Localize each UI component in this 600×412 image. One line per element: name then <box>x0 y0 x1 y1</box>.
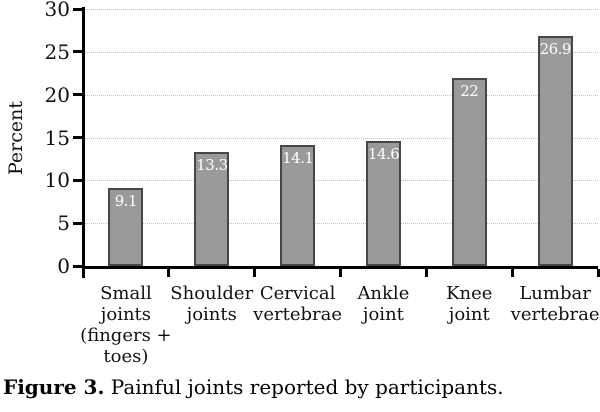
figure-caption-text: Painful joints reported by participants. <box>110 375 504 399</box>
y-tick-label: 0 <box>57 254 70 278</box>
bar-value-label: 9.1 <box>114 192 138 211</box>
y-tick-mark <box>73 136 83 139</box>
y-tick-mark <box>73 178 83 182</box>
bar: 14.6 <box>365 140 401 266</box>
gridline <box>85 51 598 53</box>
bar: 14.1 <box>280 145 316 266</box>
y-axis-line <box>82 7 85 278</box>
y-tick-mark <box>73 50 83 54</box>
x-tick-label: Cervical vertebrae <box>253 283 342 325</box>
y-axis-title: Percent <box>5 101 27 176</box>
y-tick-label: 25 <box>44 39 70 64</box>
y-tick-mark <box>73 264 83 268</box>
x-tick-mark <box>596 269 600 277</box>
y-tick-mark <box>73 93 83 97</box>
y-tick-label: 5 <box>57 211 70 236</box>
gridline <box>85 94 598 96</box>
x-tick-mark <box>339 269 342 277</box>
x-tick-label: Ankle joint <box>357 283 410 325</box>
y-tick-mark <box>73 221 83 225</box>
gridline <box>85 223 598 225</box>
bar: 22 <box>451 77 487 266</box>
bar: 9.1 <box>108 188 144 266</box>
bar: 26.9 <box>537 35 573 266</box>
x-tick-mark <box>253 269 257 277</box>
x-tick-mark <box>424 269 428 277</box>
bar-value-label: 22 <box>460 81 479 100</box>
x-tick-label: Small joints (fingers + toes) <box>80 283 172 367</box>
x-tick-mark <box>510 269 514 277</box>
bar: 13.3 <box>194 152 230 266</box>
bar-value-label: 26.9 <box>539 39 572 58</box>
bar-value-label: 13.3 <box>196 156 228 175</box>
figure-caption-number: Figure 3. <box>3 375 105 399</box>
x-tick-label: Knee joint <box>446 283 493 325</box>
bar-value-label: 14.1 <box>282 149 314 168</box>
y-tick-label: 30 <box>44 0 70 21</box>
x-tick-mark <box>167 269 171 277</box>
bar-value-label: 14.6 <box>367 144 400 163</box>
x-tick-label: Shoulder joints <box>170 283 254 325</box>
y-tick-mark <box>73 7 83 11</box>
gridline <box>85 137 598 139</box>
x-tick-mark <box>81 269 85 277</box>
gridline <box>85 180 598 182</box>
y-tick-label: 15 <box>44 125 70 150</box>
y-tick-label: 20 <box>44 82 70 107</box>
y-tick-label: 10 <box>44 168 70 193</box>
figure-caption: Figure 3. Painful joints reported by par… <box>3 375 504 399</box>
x-axis-line <box>82 266 598 269</box>
x-tick-label: Lumbar vertebrae <box>510 283 600 325</box>
gridline <box>85 9 598 10</box>
